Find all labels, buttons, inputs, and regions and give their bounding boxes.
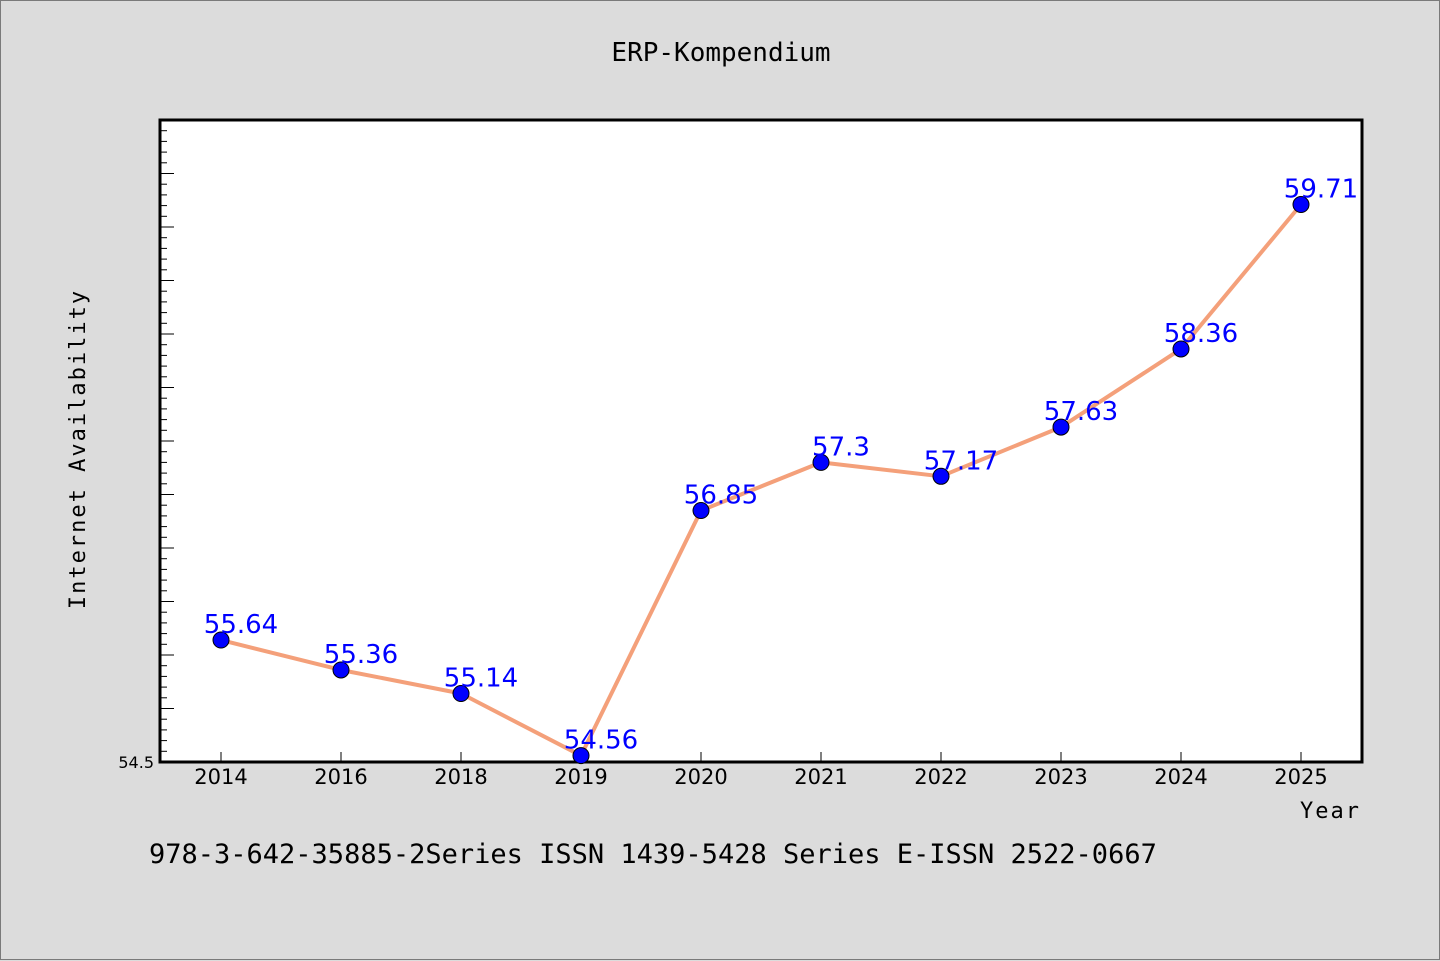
x-axis-ticks: 2014 2016 2018 2019 2020 2021 2022 2023 2024 2025 [194, 752, 1328, 789]
data-label: 56.85 [684, 481, 758, 511]
data-label: 55.14 [444, 664, 518, 694]
data-label: 58.36 [1164, 319, 1238, 349]
data-label: 55.36 [324, 640, 398, 670]
data-point [1172, 340, 1190, 358]
data-label: 57.63 [1044, 397, 1118, 427]
x-tick-label: 2025 [1274, 765, 1327, 789]
x-tick-label: 2016 [314, 765, 367, 789]
x-tick-label: 2021 [794, 765, 847, 789]
x-axis-label: Year [1300, 799, 1361, 824]
data-point [692, 502, 710, 520]
data-point [1292, 196, 1310, 214]
plot-area [158, 118, 1364, 764]
x-tick-label: 2019 [554, 765, 607, 789]
x-tick-label: 2024 [1154, 765, 1207, 789]
data-label: 54.56 [564, 726, 638, 756]
x-tick-label: 2020 [674, 765, 727, 789]
data-label: 57.17 [924, 446, 998, 476]
footer-text: 978-3-642-35885-2Series ISSN 1439-5428 S… [149, 839, 1157, 870]
y-axis-label: Internet Availability [66, 289, 91, 609]
series-line [220, 203, 1303, 758]
x-tick-label: 2018 [434, 765, 487, 789]
data-point [812, 453, 830, 471]
data-label: 55.64 [204, 610, 278, 640]
series-layer: 55.64 55.36 55.14 54.56 56.85 57.3 57.17 57.63 5… [204, 175, 1358, 765]
data-label: 59.71 [1284, 175, 1358, 205]
chart-title: ERP-Kompendium [611, 38, 830, 68]
y-tick-label: 54.5 [118, 753, 154, 772]
data-point [1052, 418, 1070, 436]
data-label: 57.3 [812, 432, 870, 462]
x-tick-label: 2014 [194, 765, 247, 789]
y-axis-ticks [160, 119, 174, 763]
data-point [452, 685, 470, 703]
data-point [212, 631, 230, 649]
data-point [932, 467, 950, 485]
data-point [572, 747, 590, 765]
x-tick-label: 2022 [914, 765, 967, 789]
data-point [332, 661, 350, 679]
x-tick-label: 2023 [1034, 765, 1087, 789]
